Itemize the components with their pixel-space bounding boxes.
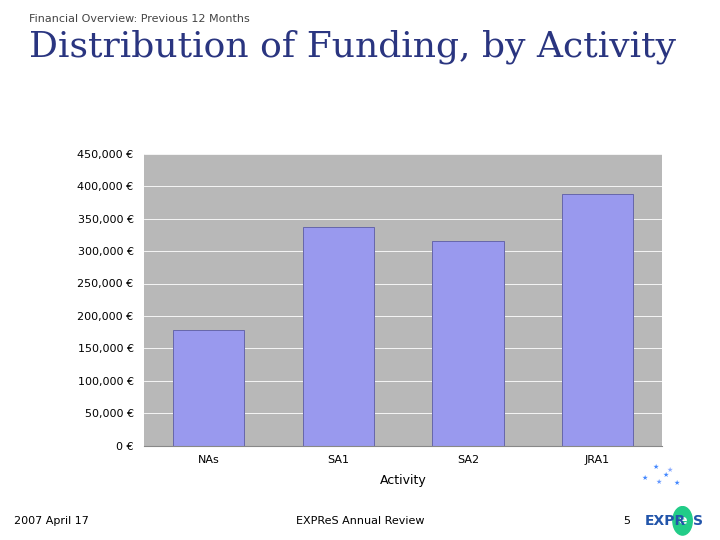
Text: EXPReS Annual Review: EXPReS Annual Review bbox=[296, 516, 424, 525]
Circle shape bbox=[673, 507, 692, 535]
Text: ★: ★ bbox=[652, 464, 658, 470]
Text: ★: ★ bbox=[663, 472, 669, 478]
Bar bbox=[302, 227, 374, 446]
Bar bbox=[174, 330, 245, 446]
Text: Financial Overview: Previous 12 Months: Financial Overview: Previous 12 Months bbox=[29, 14, 250, 24]
Text: ★: ★ bbox=[642, 475, 647, 481]
Text: ★: ★ bbox=[667, 467, 672, 473]
Text: e: e bbox=[678, 514, 687, 528]
Text: Distribution of Funding, by Activity: Distribution of Funding, by Activity bbox=[29, 30, 676, 64]
Text: 2007 April 17: 2007 April 17 bbox=[14, 516, 89, 525]
Text: ★: ★ bbox=[656, 478, 662, 485]
Text: 5: 5 bbox=[623, 516, 630, 525]
Bar bbox=[432, 241, 504, 446]
Bar bbox=[562, 194, 634, 446]
Text: EXPR: EXPR bbox=[644, 514, 685, 528]
Text: S: S bbox=[693, 514, 703, 528]
X-axis label: Activity: Activity bbox=[380, 474, 426, 487]
Text: ★: ★ bbox=[674, 480, 680, 487]
